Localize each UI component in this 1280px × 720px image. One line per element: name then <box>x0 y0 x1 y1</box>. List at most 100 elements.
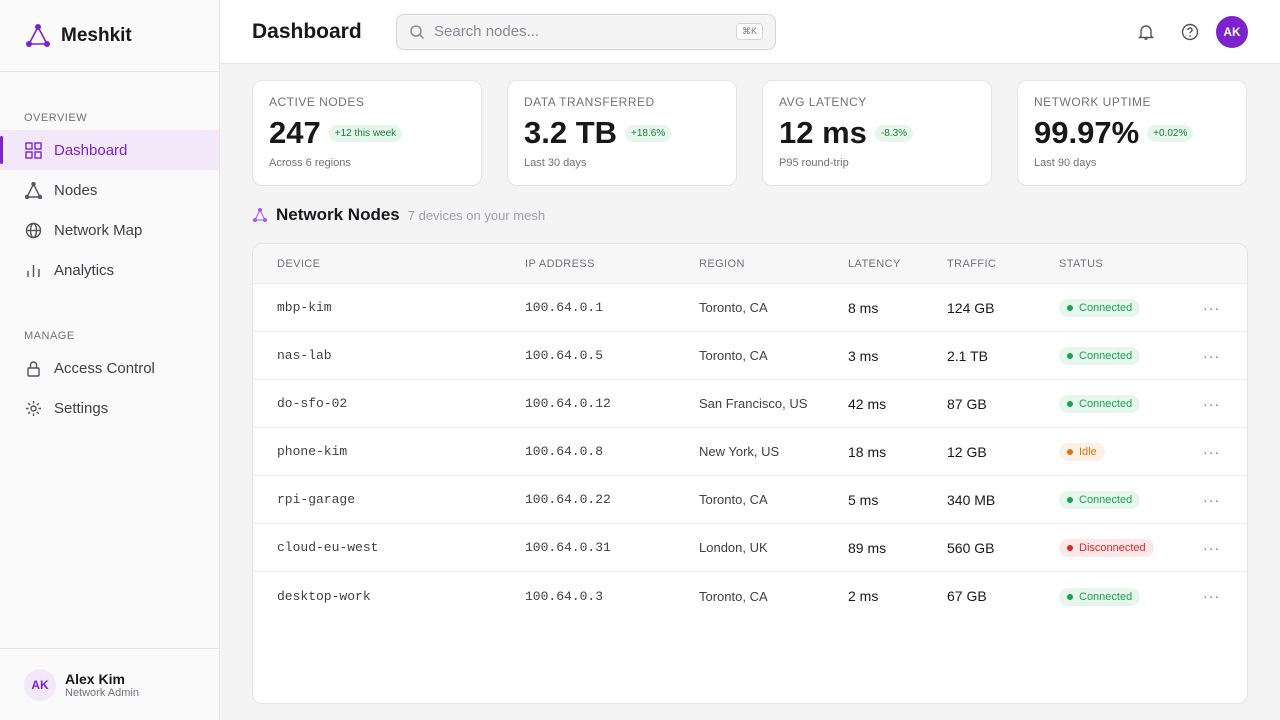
nav: OVERVIEW Dashboard Nodes Network Map Analyti… <box>0 112 219 428</box>
table-row[interactable]: do-sfo-02 100.64.0.12 San Francisco, US 42 … <box>253 380 1247 428</box>
stat-note: Across 6 regions <box>269 157 351 169</box>
row-menu[interactable]: ··· <box>1203 347 1220 364</box>
row-menu[interactable]: ··· <box>1203 491 1220 508</box>
status-badge: Idle <box>1059 443 1105 461</box>
stat-label: NETWORK UPTIME <box>1034 95 1151 109</box>
nav-item[interactable]: Network Map <box>0 210 219 250</box>
table-row[interactable]: desktop-work 100.64.0.3 Toronto, CA 2 ms 67 … <box>253 572 1247 620</box>
status-text: Connected <box>1079 398 1133 410</box>
stat-note: P95 round-trip <box>779 157 849 169</box>
latency: 5 ms <box>848 491 879 508</box>
section-title: Network Nodes 7 devices on your mesh <box>252 205 545 225</box>
status-cell: Connected <box>1059 490 1203 509</box>
row-menu[interactable]: ··· <box>1203 299 1220 316</box>
latency: 2 ms <box>848 588 879 604</box>
search[interactable]: Search nodes... ⌘K <box>396 13 776 50</box>
nav-icon <box>25 181 42 199</box>
row-menu[interactable]: ··· <box>1203 443 1220 460</box>
nav-label: Settings <box>54 399 109 417</box>
nav-icon <box>25 222 42 238</box>
nav-item[interactable]: Dashboard <box>0 130 219 170</box>
user-name: Alex Kim <box>65 670 125 687</box>
device: rpi-garage <box>277 492 356 507</box>
status-cell: Idle <box>1059 442 1203 461</box>
status-text: Connected <box>1079 494 1133 506</box>
status-text: Idle <box>1079 446 1097 458</box>
notifications[interactable] <box>1137 23 1155 41</box>
device: nas-lab <box>277 348 332 363</box>
header-avatar[interactable]: AK <box>1216 16 1248 48</box>
device: mbp-kim <box>277 300 332 315</box>
region: Toronto, CA <box>699 348 768 363</box>
traffic: 340 MB <box>947 491 996 508</box>
column-header: REGION <box>699 257 745 270</box>
main: Dashboard Search nodes... ⌘K AK ACTIVE N… <box>220 0 1280 720</box>
row-menu[interactable]: ··· <box>1203 395 1220 412</box>
status-badge: Connected <box>1059 587 1141 606</box>
nav-label: Nodes <box>54 181 98 199</box>
shortcut: ⌘K <box>735 23 763 40</box>
table-subtitle: 7 devices on your mesh <box>407 207 546 223</box>
device: phone-kim <box>277 444 348 459</box>
table-row[interactable]: phone-kim 100.64.0.8 New York, US 18 ms 12 G… <box>253 428 1247 476</box>
status-dot <box>1067 497 1073 503</box>
stat-delta: +12 this week <box>328 124 403 142</box>
traffic: 87 GB <box>947 395 987 412</box>
traffic: 124 GB <box>947 299 995 316</box>
stat-value: 247 <box>269 115 321 150</box>
status-dot <box>1067 401 1073 407</box>
ip-address: 100.64.0.22 <box>525 492 611 507</box>
stat-card: AVG LATENCY 12 ms -8.3% P95 round-trip <box>762 80 992 186</box>
status-dot <box>1067 353 1073 359</box>
status-badge: Connected <box>1059 395 1141 413</box>
nav-section-label: MANAGE <box>24 330 75 342</box>
row-menu[interactable]: ··· <box>1203 539 1220 556</box>
column-header: DEVICE <box>277 257 321 270</box>
stat-card: ACTIVE NODES 247 +12 this week Across 6 reg… <box>252 80 482 186</box>
nav-icon <box>27 264 40 277</box>
stat-delta: +0.02% <box>1147 124 1194 142</box>
row-menu[interactable]: ··· <box>1203 588 1220 604</box>
status-cell: Connected <box>1059 298 1203 317</box>
user[interactable]: AK Alex Kim Network Admin <box>0 648 219 720</box>
table-row[interactable]: nas-lab 100.64.0.5 Toronto, CA 3 ms 2.1 TB Co… <box>253 332 1247 380</box>
status-dot <box>1067 545 1073 551</box>
stat-label: AVG LATENCY <box>779 95 867 109</box>
nav-item[interactable]: Settings <box>0 388 219 428</box>
column-header: TRAFFIC <box>947 257 997 270</box>
ip-address: 100.64.0.12 <box>525 396 611 411</box>
page-title: Dashboard <box>252 19 362 43</box>
brand[interactable]: Meshkit <box>0 0 219 72</box>
traffic: 12 GB <box>947 443 987 460</box>
nav-item[interactable]: Nodes <box>0 170 219 210</box>
ip-address: 100.64.0.31 <box>525 540 611 555</box>
nav-label: Access Control <box>54 359 155 377</box>
region: London, UK <box>699 540 768 555</box>
user-avatar: AK <box>24 668 56 701</box>
table-row[interactable]: rpi-garage 100.64.0.22 Toronto, CA 5 ms 340 … <box>253 476 1247 524</box>
nodes-table: DEVICE IP ADDRESS REGION LATENCY TRAFFIC STAT… <box>252 243 1248 704</box>
status-text: Connected <box>1079 350 1133 362</box>
help[interactable] <box>1181 23 1199 41</box>
latency: 8 ms <box>848 299 879 316</box>
status-badge: Connected <box>1059 347 1141 365</box>
column-header: LATENCY <box>848 257 901 270</box>
table-row[interactable]: mbp-kim 100.64.0.1 Toronto, CA 8 ms 124 GB Co… <box>253 284 1247 332</box>
stats: ACTIVE NODES 247 +12 this week Across 6 reg… <box>252 80 1247 186</box>
ip-address: 100.64.0.5 <box>525 348 604 363</box>
latency: 18 ms <box>848 443 887 460</box>
status-text: Connected <box>1079 302 1133 314</box>
stat-value: 99.97% <box>1034 115 1140 150</box>
nav-section-label: OVERVIEW <box>24 112 88 124</box>
stat-card: NETWORK UPTIME 99.97% +0.02% Last 90 days <box>1017 80 1247 186</box>
nav-icon <box>26 400 41 416</box>
table-row[interactable]: cloud-eu-west 100.64.0.31 London, UK 89 ms 5… <box>253 524 1247 572</box>
nav-item[interactable]: Analytics <box>0 250 219 290</box>
status-badge: Disconnected <box>1059 539 1154 557</box>
traffic: 67 GB <box>947 588 987 604</box>
device: cloud-eu-west <box>277 540 379 555</box>
latency: 3 ms <box>848 347 879 364</box>
latency: 42 ms <box>848 395 887 412</box>
nav-item[interactable]: Access Control <box>0 348 219 388</box>
